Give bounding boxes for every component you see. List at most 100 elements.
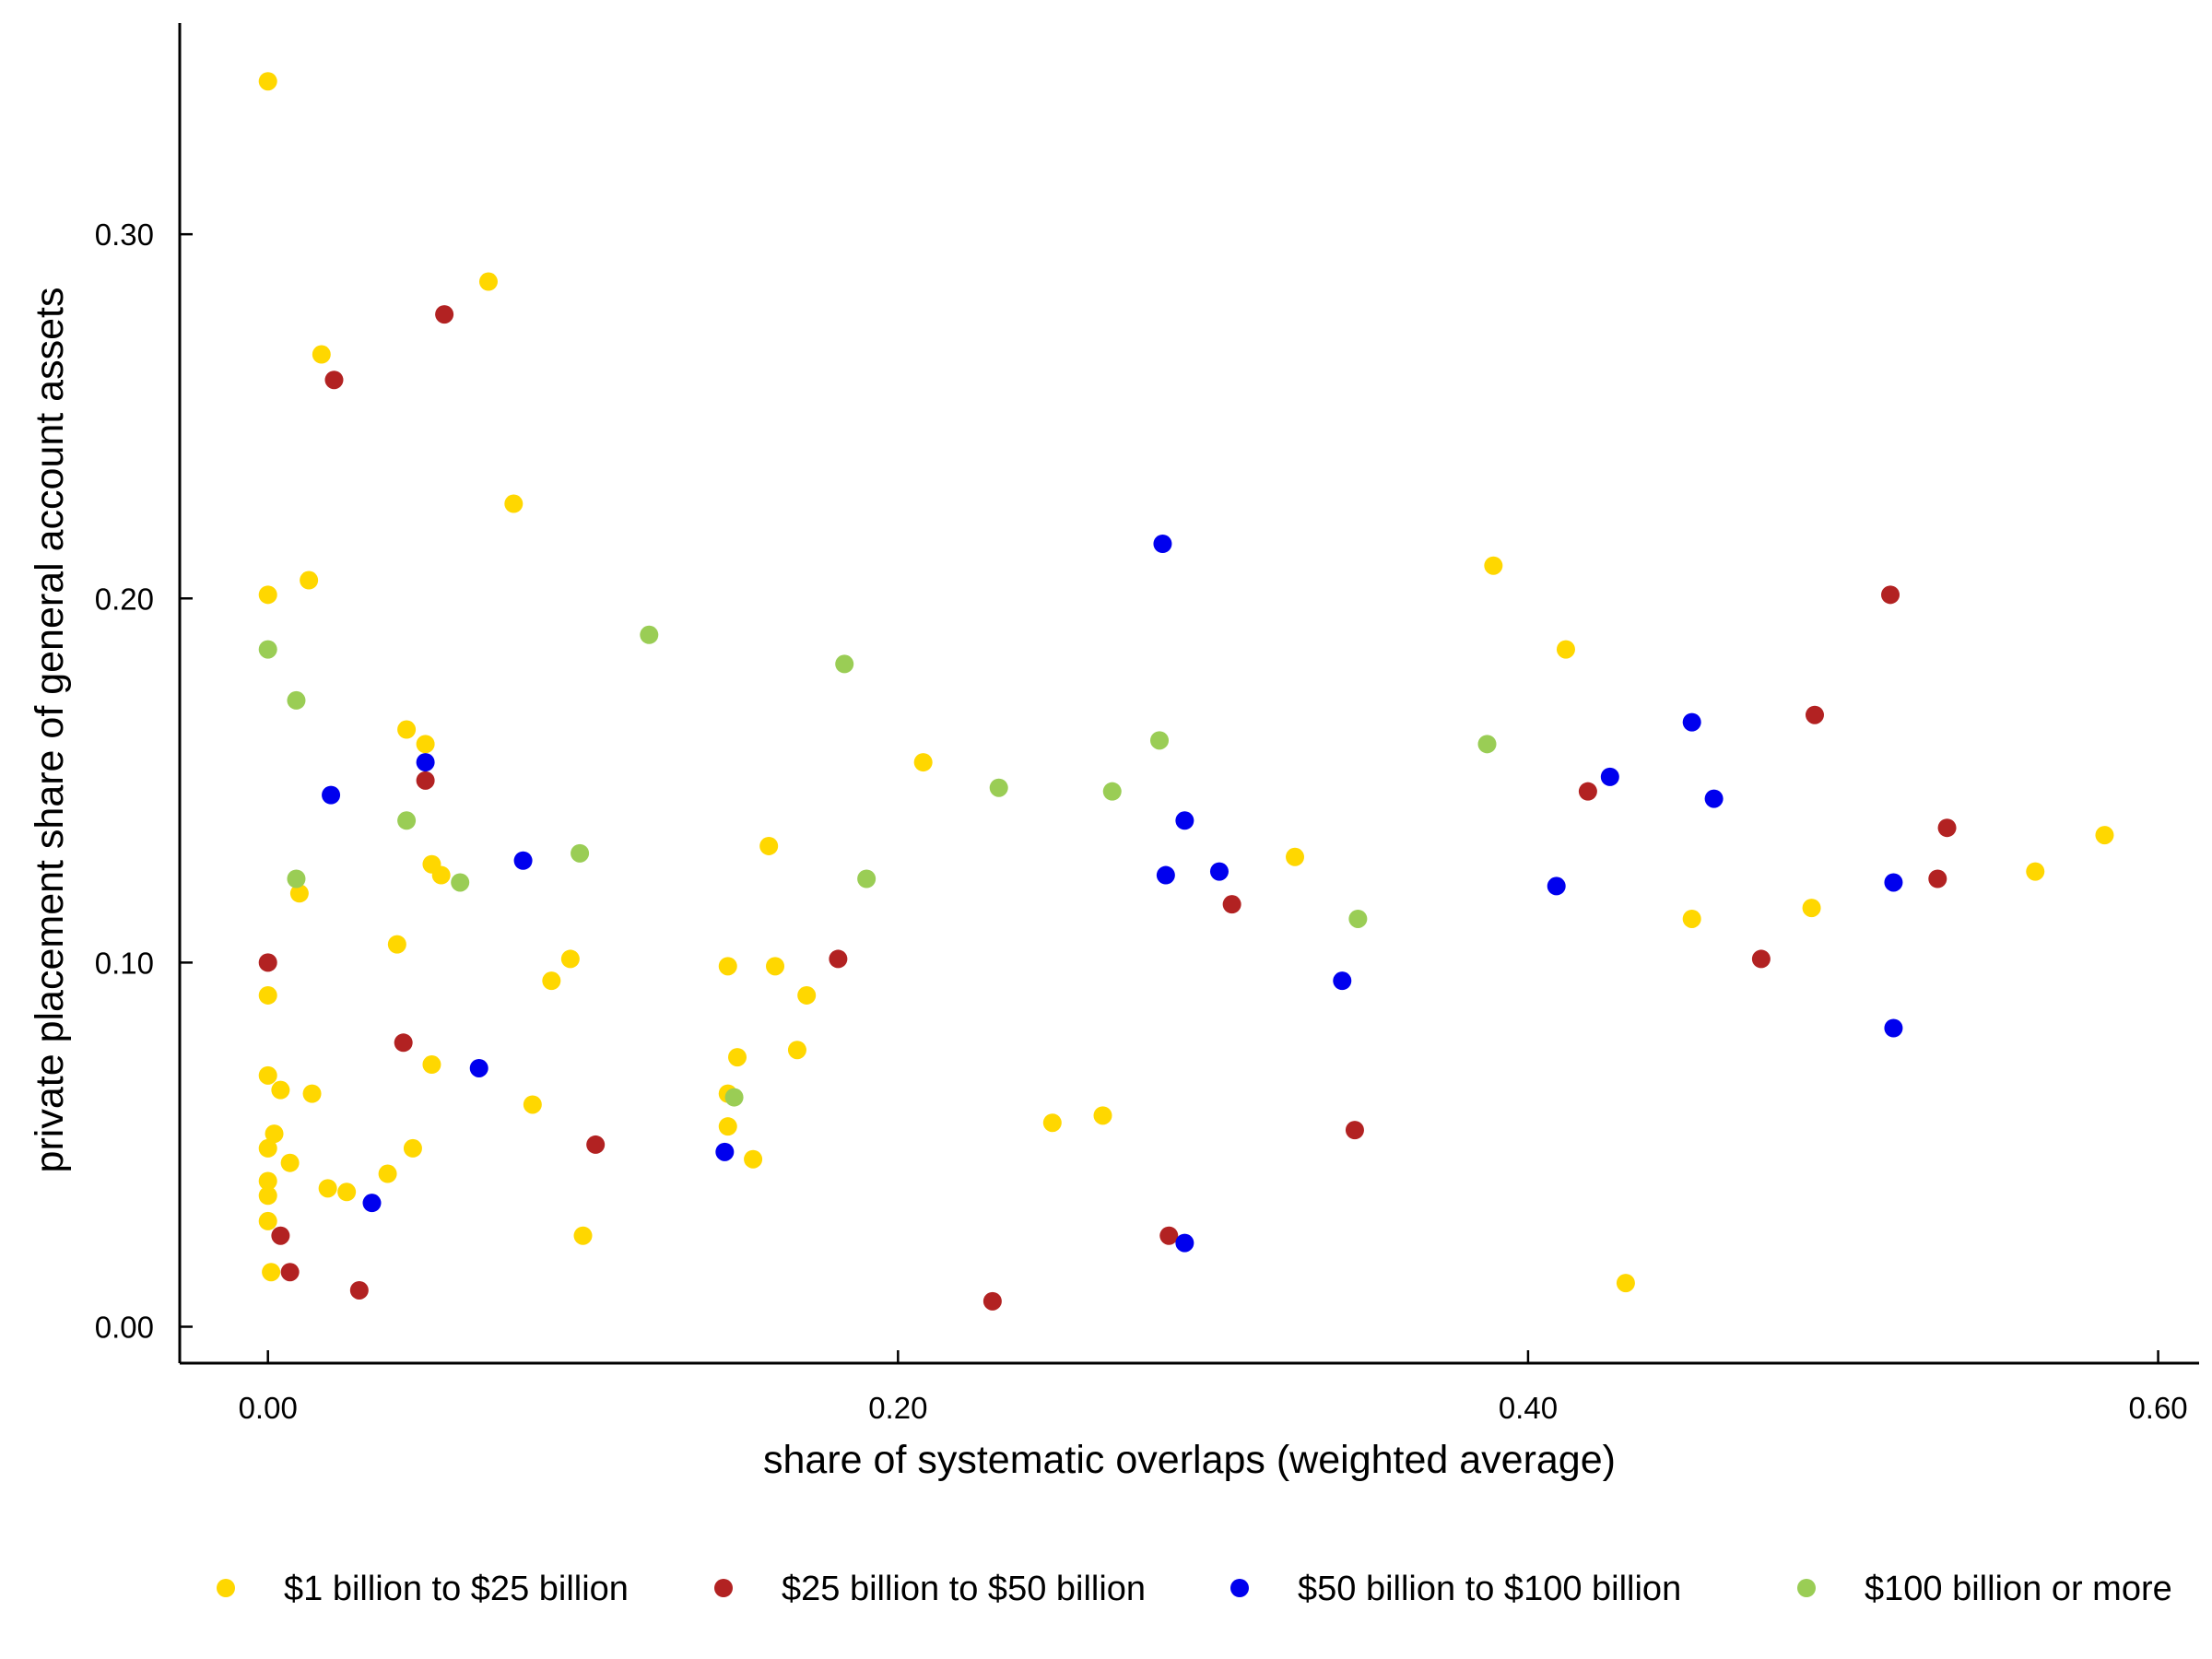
x-axis-ticks: 0.00 0.20 0.40 0.60: [239, 1350, 2188, 1425]
data-point: [258, 1171, 277, 1191]
data-point: [913, 753, 933, 772]
data-point: [478, 272, 498, 291]
data-point: [1937, 818, 1957, 838]
data-point: [1547, 877, 1566, 896]
data-point: [744, 1149, 763, 1169]
data-point: [258, 1211, 277, 1230]
legend-label: $1 billion to $25 billion: [284, 1570, 629, 1608]
data-point: [766, 957, 785, 976]
data-point: [362, 1194, 382, 1213]
data-point: [258, 1138, 277, 1158]
data-point: [1682, 712, 1701, 732]
data-point: [258, 1186, 277, 1206]
x-tick-label: 0.00: [239, 1391, 298, 1425]
data-point: [1102, 782, 1122, 801]
data-point: [571, 843, 590, 863]
data-point: [422, 1055, 441, 1075]
legend-marker: [714, 1579, 733, 1597]
y-tick-label: 0.00: [95, 1310, 154, 1344]
series-100-billion-or-more: [258, 625, 1497, 1107]
data-point: [718, 957, 737, 976]
data-point: [504, 494, 524, 513]
legend-marker: [217, 1579, 235, 1597]
data-point: [280, 1153, 300, 1172]
data-point: [337, 1182, 357, 1202]
data-point: [1578, 782, 1597, 801]
data-point: [513, 851, 533, 870]
data-point: [312, 345, 331, 364]
data-point: [1884, 873, 1903, 892]
legend-item: $50 billion to $100 billion: [1230, 1570, 1681, 1608]
data-point: [1175, 1233, 1194, 1253]
y-tick-label: 0.20: [95, 582, 154, 616]
data-point: [258, 985, 277, 1005]
data-point: [435, 305, 454, 324]
data-point: [322, 785, 341, 805]
data-point: [1751, 949, 1771, 969]
legend-marker: [1797, 1579, 1816, 1597]
data-point: [1093, 1106, 1112, 1125]
data-point: [1150, 731, 1170, 750]
data-point: [287, 690, 306, 710]
data-point: [1153, 535, 1172, 554]
y-axis-ticks: 0.00 0.10 0.20 0.30: [95, 218, 193, 1344]
data-point: [1286, 847, 1305, 866]
data-point: [403, 1138, 422, 1158]
data-point: [258, 1065, 277, 1085]
data-point: [271, 1226, 290, 1245]
y-tick-label: 0.30: [95, 218, 154, 252]
series-1-billion-to-25-billion: [258, 72, 2114, 1293]
data-point: [857, 869, 877, 888]
data-point: [982, 1291, 1002, 1311]
data-point: [451, 873, 470, 892]
legend-item: $1 billion to $25 billion: [217, 1570, 629, 1608]
legend-label: $50 billion to $100 billion: [1298, 1570, 1681, 1608]
data-point: [1682, 909, 1701, 928]
data-point: [416, 735, 435, 754]
data-point: [349, 1280, 369, 1300]
data-point: [394, 1033, 413, 1053]
data-point: [469, 1058, 488, 1077]
data-point: [829, 949, 848, 969]
series-25-billion-to-50-billion: [258, 305, 1957, 1311]
data-point: [416, 753, 435, 772]
legend-item: $100 billion or more: [1797, 1570, 2172, 1608]
data-point: [718, 1117, 737, 1136]
data-point: [835, 654, 854, 674]
data-point: [387, 935, 406, 954]
data-point: [1616, 1274, 1635, 1293]
legend-marker: [1230, 1579, 1249, 1597]
data-point: [989, 778, 1008, 797]
data-point: [397, 811, 417, 830]
legend-item: $25 billion to $50 billion: [714, 1570, 1146, 1608]
data-point: [797, 985, 817, 1005]
data-point: [523, 1095, 542, 1114]
x-axis-title: share of systematic overlaps (weighted a…: [763, 1438, 1616, 1482]
data-point: [724, 1088, 744, 1107]
data-point: [1805, 705, 1824, 724]
data-point: [573, 1226, 593, 1245]
data-point: [1802, 899, 1821, 918]
data-point: [759, 836, 779, 855]
x-tick-label: 0.40: [1499, 1391, 1558, 1425]
data-point: [2026, 862, 2045, 881]
data-point: [280, 1263, 300, 1282]
data-point: [1704, 789, 1724, 808]
data-point: [1345, 1121, 1364, 1140]
legend-label: $25 billion to $50 billion: [782, 1570, 1146, 1608]
y-axis-title: private placement share of general accou…: [28, 288, 72, 1173]
data-point: [1556, 640, 1575, 659]
data-point: [287, 869, 306, 888]
data-point: [1042, 1113, 1062, 1133]
data-point: [1928, 869, 1947, 888]
data-point: [1477, 735, 1497, 754]
data-point: [265, 1124, 284, 1144]
data-point: [1881, 585, 1900, 605]
data-point: [787, 1041, 806, 1060]
data-point: [1156, 865, 1175, 885]
axes: [178, 23, 2199, 1365]
data-point: [586, 1135, 606, 1154]
data-point: [289, 884, 309, 903]
